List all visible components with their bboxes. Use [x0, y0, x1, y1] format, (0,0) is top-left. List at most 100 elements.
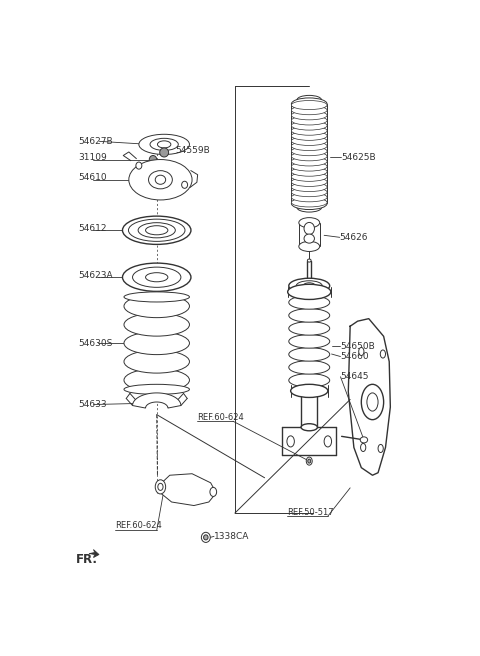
Ellipse shape: [324, 436, 332, 447]
Ellipse shape: [291, 152, 327, 161]
Ellipse shape: [296, 281, 322, 291]
Polygon shape: [89, 550, 99, 558]
Ellipse shape: [291, 98, 327, 110]
Ellipse shape: [160, 148, 168, 157]
Ellipse shape: [299, 241, 320, 251]
Text: 54625B: 54625B: [341, 152, 375, 161]
Ellipse shape: [287, 436, 294, 447]
Ellipse shape: [289, 361, 330, 374]
Ellipse shape: [291, 162, 327, 171]
Ellipse shape: [129, 159, 192, 200]
Ellipse shape: [145, 273, 168, 282]
Text: 54630S: 54630S: [78, 338, 112, 348]
Ellipse shape: [138, 222, 175, 238]
Ellipse shape: [290, 384, 328, 398]
Ellipse shape: [158, 483, 163, 491]
Ellipse shape: [291, 173, 327, 181]
Ellipse shape: [297, 203, 322, 212]
Ellipse shape: [139, 134, 190, 154]
Ellipse shape: [129, 219, 185, 241]
Ellipse shape: [306, 457, 312, 465]
Text: 54627B: 54627B: [78, 137, 112, 146]
Ellipse shape: [204, 535, 208, 540]
Ellipse shape: [291, 177, 327, 186]
Text: 54626: 54626: [340, 233, 368, 242]
Ellipse shape: [291, 121, 327, 130]
Ellipse shape: [288, 284, 331, 299]
Ellipse shape: [291, 100, 327, 110]
Ellipse shape: [361, 384, 384, 420]
Ellipse shape: [378, 444, 383, 453]
Polygon shape: [157, 474, 216, 506]
Ellipse shape: [124, 350, 190, 373]
Ellipse shape: [360, 437, 368, 443]
Ellipse shape: [299, 218, 320, 228]
Ellipse shape: [124, 369, 190, 392]
Ellipse shape: [150, 138, 178, 150]
Ellipse shape: [210, 487, 216, 497]
Ellipse shape: [291, 182, 327, 192]
Ellipse shape: [291, 198, 327, 207]
Ellipse shape: [289, 321, 330, 335]
Ellipse shape: [155, 480, 166, 494]
Ellipse shape: [291, 188, 327, 197]
Ellipse shape: [291, 142, 327, 151]
Ellipse shape: [304, 234, 314, 243]
Text: 54610: 54610: [78, 173, 107, 182]
Ellipse shape: [136, 162, 142, 169]
Ellipse shape: [157, 141, 171, 148]
Ellipse shape: [308, 459, 311, 463]
Text: 54645: 54645: [340, 372, 369, 381]
Ellipse shape: [359, 348, 364, 356]
Text: 54559B: 54559B: [175, 146, 210, 155]
Ellipse shape: [122, 263, 191, 291]
Ellipse shape: [291, 126, 327, 135]
Text: 31109: 31109: [78, 153, 107, 162]
Ellipse shape: [289, 374, 330, 387]
Ellipse shape: [303, 283, 315, 289]
Text: REF.60-624: REF.60-624: [197, 413, 244, 422]
Ellipse shape: [291, 197, 327, 209]
Text: 54612: 54612: [78, 224, 107, 233]
Ellipse shape: [202, 532, 210, 543]
Ellipse shape: [124, 332, 190, 355]
Text: 54623A: 54623A: [78, 271, 112, 279]
Ellipse shape: [297, 95, 322, 104]
Ellipse shape: [291, 167, 327, 176]
Ellipse shape: [124, 313, 190, 336]
Ellipse shape: [291, 136, 327, 146]
Text: 54650B: 54650B: [340, 342, 375, 351]
Ellipse shape: [291, 157, 327, 166]
Ellipse shape: [124, 384, 190, 394]
Text: 54633: 54633: [78, 400, 107, 409]
Ellipse shape: [291, 106, 327, 115]
Ellipse shape: [122, 216, 191, 245]
Ellipse shape: [301, 424, 317, 431]
Ellipse shape: [380, 350, 385, 358]
Text: 54660: 54660: [340, 352, 369, 361]
Polygon shape: [132, 393, 181, 408]
Ellipse shape: [367, 393, 378, 411]
Ellipse shape: [149, 155, 156, 163]
Text: FR.: FR.: [76, 553, 97, 566]
Ellipse shape: [289, 335, 330, 348]
Ellipse shape: [291, 131, 327, 140]
Ellipse shape: [124, 295, 190, 318]
Ellipse shape: [289, 309, 330, 322]
Ellipse shape: [291, 111, 327, 120]
Ellipse shape: [155, 175, 166, 184]
Ellipse shape: [304, 222, 314, 235]
Ellipse shape: [132, 267, 181, 287]
Ellipse shape: [360, 443, 366, 451]
Ellipse shape: [289, 348, 330, 361]
Ellipse shape: [148, 171, 172, 189]
Ellipse shape: [307, 259, 311, 262]
Ellipse shape: [124, 292, 190, 302]
Ellipse shape: [291, 116, 327, 125]
Ellipse shape: [181, 181, 188, 188]
Text: REF.50-517: REF.50-517: [287, 508, 334, 517]
Ellipse shape: [145, 226, 168, 235]
Text: 1338CA: 1338CA: [214, 532, 250, 541]
Ellipse shape: [291, 193, 327, 202]
Ellipse shape: [289, 296, 330, 309]
